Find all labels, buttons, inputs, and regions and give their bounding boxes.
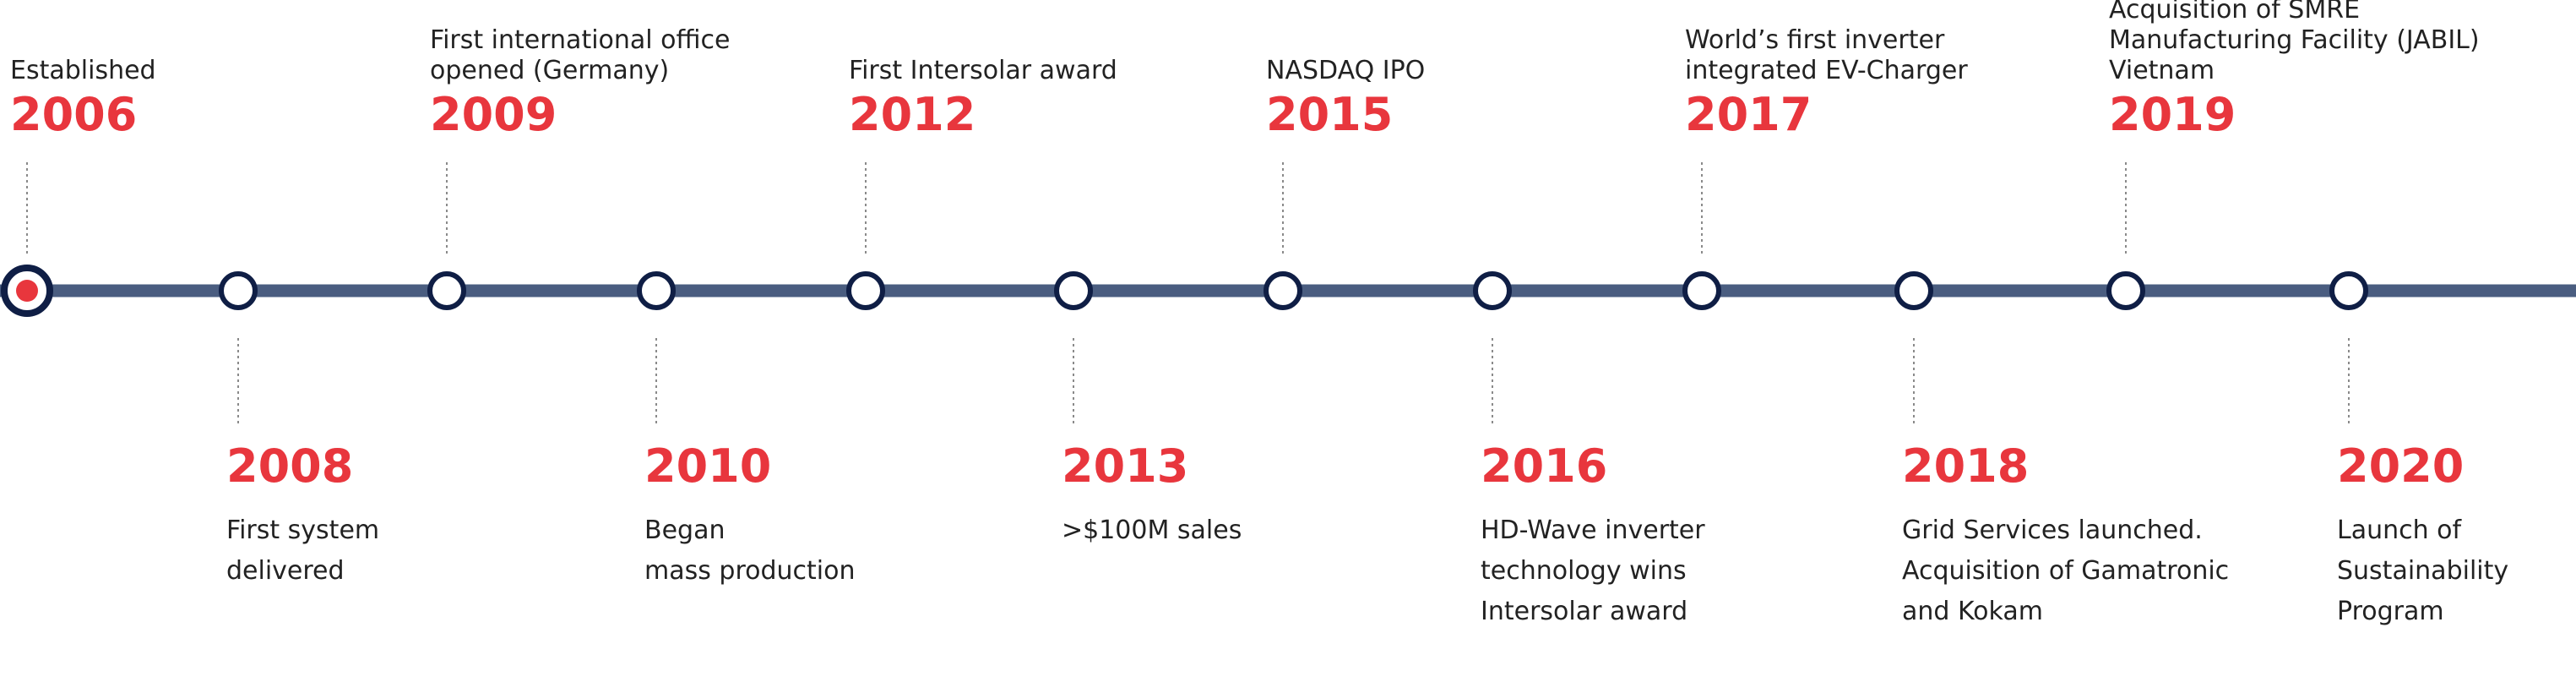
event-description: Acquisition of SMRE Manufacturing Facili…	[2109, 0, 2480, 85]
event-2009: First international office opened (Germa…	[430, 25, 730, 142]
event-description: >$100M sales	[1062, 516, 1242, 545]
event-2017: World’s first inverter integrated EV-Cha…	[1685, 25, 1968, 142]
event-year: 2009	[430, 88, 557, 141]
event-year: 2010	[644, 439, 772, 493]
event-description: First Intersolar award	[849, 56, 1117, 85]
event-year: 2018	[1902, 439, 2030, 493]
event-description: HD-Wave inverter technology wins Interso…	[1481, 516, 1705, 626]
timeline-node-2018	[1894, 271, 1933, 310]
event-2019: Acquisition of SMRE Manufacturing Facili…	[2109, 0, 2576, 142]
event-year: 2020	[2337, 439, 2465, 493]
event-description: Established	[10, 56, 156, 85]
timeline-node-2016	[1473, 271, 1512, 310]
event-2013: 2013 >$100M sales	[1062, 439, 1242, 551]
timeline-node-2009	[427, 271, 466, 310]
event-description: Began mass production	[644, 516, 856, 586]
timeline-node-2017	[1682, 271, 1721, 310]
event-2020: 2020 Launch of Sustainability Program	[2337, 439, 2576, 632]
event-2015: NASDAQ IPO 2015	[1266, 56, 1425, 142]
event-year: 2019	[2109, 88, 2236, 141]
event-year: 2013	[1062, 439, 1189, 493]
event-description: Launch of Sustainability Program	[2337, 516, 2509, 626]
timeline-node-2008	[219, 271, 258, 310]
event-year: 2008	[226, 439, 354, 493]
event-year: 2017	[1685, 88, 1812, 141]
event-year: 2015	[1266, 88, 1394, 141]
event-year: 2016	[1481, 439, 1608, 493]
event-description: World’s first inverter integrated EV-Cha…	[1685, 25, 1968, 85]
event-2006: Established 2006	[10, 56, 156, 142]
event-2010: 2010 Began mass production	[644, 439, 856, 592]
event-year: 2006	[10, 88, 138, 141]
active-node-dot	[16, 280, 38, 302]
event-2018: 2018 Grid Services launched. Acquisition …	[1902, 439, 2229, 632]
event-2012: First Intersolar award 2012	[849, 56, 1117, 142]
event-description: First system delivered	[226, 516, 380, 586]
timeline-nodes	[1, 265, 2368, 317]
event-2008: 2008 First system delivered	[226, 439, 379, 592]
event-year: 2012	[849, 88, 976, 141]
event-description: NASDAQ IPO	[1266, 56, 1426, 85]
timeline-node-2012	[846, 271, 885, 310]
timeline-node-2015	[1264, 271, 1302, 310]
event-description: Grid Services launched. Acquisition of G…	[1902, 516, 2230, 626]
timeline-node-2020	[2329, 271, 2368, 310]
event-description: First international office opened (Germa…	[430, 25, 731, 85]
timeline-node-2010	[637, 271, 676, 310]
timeline-connectors	[26, 162, 2350, 424]
timeline-node-2019	[2106, 271, 2145, 310]
event-2016: 2016 HD-Wave inverter technology wins Int…	[1481, 439, 1705, 632]
timeline-node-2013	[1054, 271, 1093, 310]
